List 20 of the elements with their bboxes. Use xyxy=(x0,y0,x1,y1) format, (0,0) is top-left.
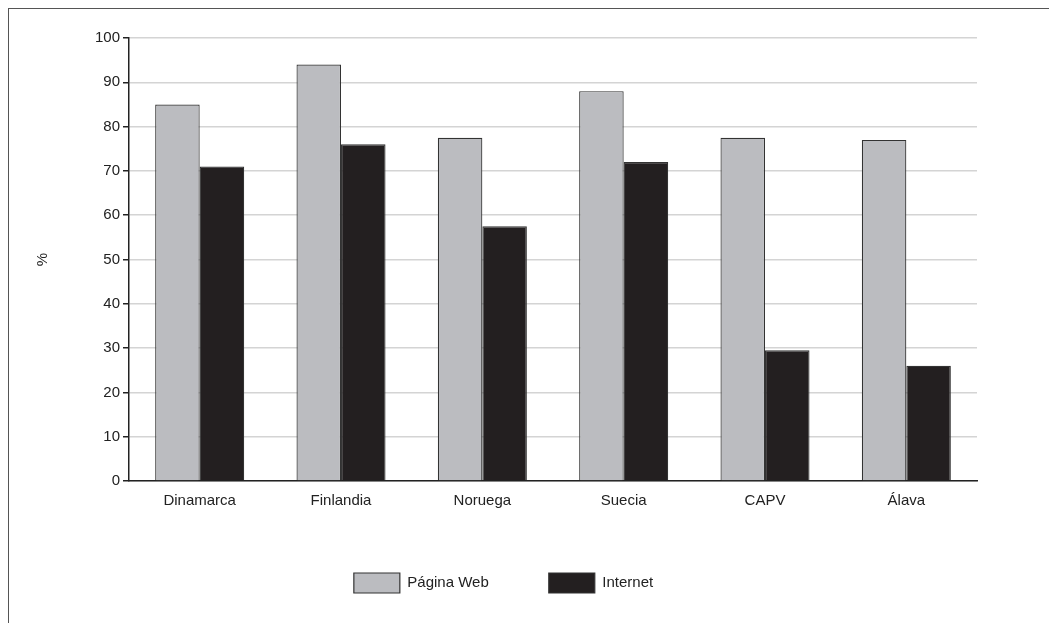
legend-label: Página Web xyxy=(407,573,489,591)
x-tick-label: Álava xyxy=(887,491,926,509)
y-tick-label: 100 xyxy=(95,28,121,46)
y-tick-label: 60 xyxy=(103,205,121,223)
y-tick-label: 20 xyxy=(103,382,121,400)
x-tick-label: Noruega xyxy=(453,491,512,509)
y-tick-label: 10 xyxy=(103,426,121,444)
y-tick-label: 0 xyxy=(111,471,121,489)
x-tick-label: Dinamarca xyxy=(163,491,237,509)
x-tick-label: Suecia xyxy=(600,491,648,509)
y-tick-label: 50 xyxy=(103,249,121,267)
y-tick-label: 90 xyxy=(103,72,121,90)
x-tick-label: CAPV xyxy=(744,491,786,509)
y-axis-title: % xyxy=(33,252,51,267)
x-tick-label: Finlandia xyxy=(310,491,373,509)
y-tick-label: 40 xyxy=(103,293,121,311)
y-tick-label: 70 xyxy=(103,161,121,179)
y-tick-label: 30 xyxy=(103,338,121,356)
y-tick-label: 80 xyxy=(103,116,121,134)
legend-label: Internet xyxy=(602,573,654,591)
